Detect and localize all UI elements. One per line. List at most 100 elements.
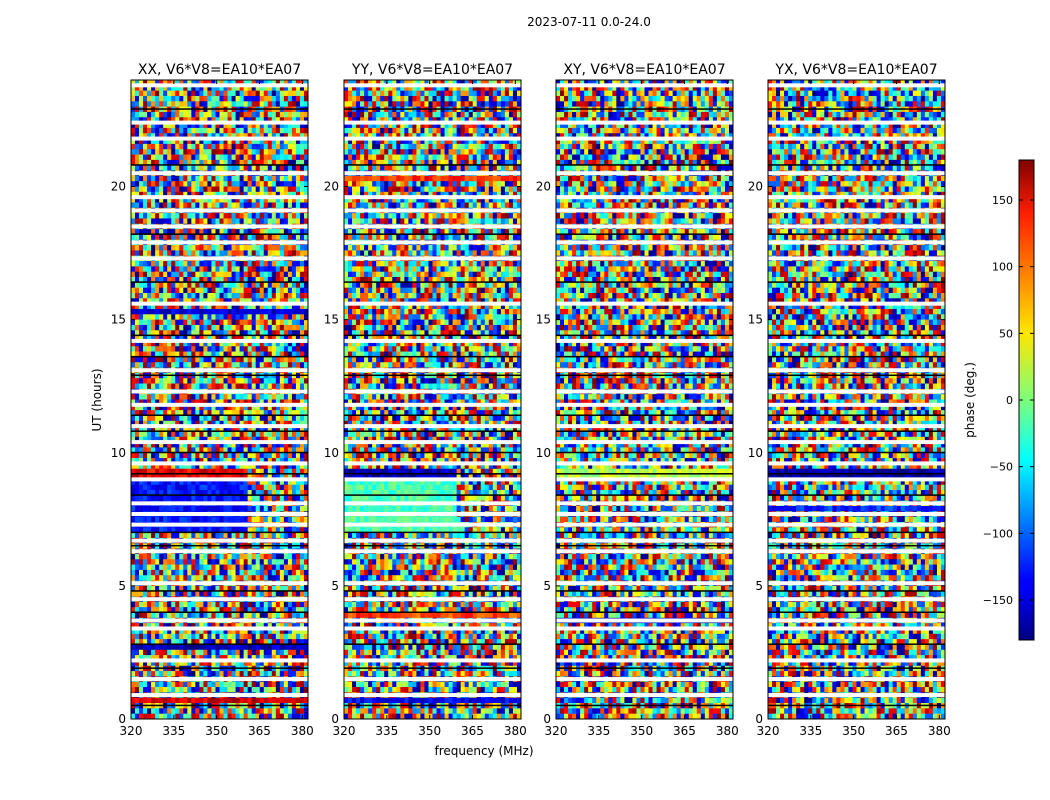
heatmap-cell (299, 649, 305, 656)
heatmap-cell (271, 202, 277, 209)
heatmap-cell (143, 431, 148, 438)
heatmap-cell (195, 287, 200, 294)
heatmap-cell (207, 191, 212, 198)
heatmap-cell (163, 569, 168, 576)
heatmap-cell (295, 191, 301, 198)
heatmap-cell (211, 415, 216, 422)
heatmap-cell (239, 319, 244, 326)
heatmap-cell (291, 569, 297, 576)
heatmap-cell (279, 245, 285, 251)
heatmap-cell (271, 452, 277, 459)
heatmap-cell (259, 575, 265, 581)
heatmap-cell (295, 399, 301, 406)
heatmap-cell (167, 181, 172, 187)
heatmap-cell (231, 607, 236, 613)
heatmap-cell (155, 484, 160, 491)
heatmap-cell (139, 426, 144, 432)
heatmap-cell (275, 644, 281, 651)
heatmap-cell (251, 287, 256, 294)
heatmap-cell (271, 660, 277, 667)
heatmap-cell (203, 282, 208, 288)
heatmap-cell (143, 553, 148, 560)
heatmap-cell (179, 378, 184, 384)
heatmap-cell (171, 601, 176, 608)
heatmap-cell (259, 143, 265, 150)
heatmap-cell (131, 308, 136, 315)
heatmap-cell (251, 143, 256, 150)
heatmap-cell (283, 133, 289, 139)
heatmap-cell (279, 191, 285, 198)
heatmap-cell (267, 117, 273, 123)
heatmap-cell (175, 628, 180, 635)
heatmap-cell (219, 463, 224, 470)
heatmap-cell (187, 362, 192, 368)
heatmap-cell (135, 420, 140, 427)
heatmap-cell (223, 245, 228, 251)
heatmap-cell (191, 452, 196, 459)
heatmap-cell (191, 383, 196, 390)
heatmap-cell (219, 564, 224, 571)
heatmap-cell (259, 452, 265, 459)
heatmap-cell (203, 490, 208, 496)
heatmap-cell (131, 378, 136, 384)
heatmap-cell (255, 314, 261, 320)
heatmap-cell (179, 181, 184, 187)
heatmap-cell (147, 426, 152, 432)
heatmap-cell (251, 436, 256, 443)
heatmap-cell (291, 506, 297, 512)
heatmap-cell (135, 191, 140, 198)
heatmap-cell (175, 559, 180, 565)
heatmap-cell (191, 218, 196, 225)
heatmap-cell (283, 404, 289, 411)
heatmap-cell (159, 569, 164, 576)
heatmap-cell (259, 655, 265, 661)
heatmap-cell (251, 474, 256, 480)
heatmap-cell (143, 101, 148, 107)
heatmap-cell (151, 90, 156, 97)
heatmap-cell (275, 490, 281, 496)
heatmap-cell (267, 452, 273, 459)
heatmap-cell (247, 234, 252, 241)
heatmap-cell (279, 447, 285, 454)
heatmap-cell (147, 191, 152, 198)
heatmap-cell (131, 95, 136, 102)
heatmap-cell (131, 628, 136, 635)
heatmap-cell (251, 362, 256, 368)
heatmap-cell (299, 159, 305, 166)
heatmap-cell (203, 346, 208, 352)
heatmap-cell (143, 527, 148, 533)
heatmap-cell (131, 649, 136, 656)
heatmap-cell (303, 298, 309, 304)
heatmap-cell (135, 660, 140, 667)
heatmap-cell (179, 308, 184, 315)
heatmap-cell (171, 506, 176, 512)
heatmap-cell (283, 308, 289, 315)
heatmap-cell (279, 90, 285, 97)
heatmap-cell (147, 213, 152, 219)
heatmap-cell (195, 143, 200, 150)
heatmap-cell (179, 234, 184, 241)
heatmap-cell (179, 335, 184, 342)
heatmap-cell (243, 410, 248, 416)
heatmap-cell (287, 649, 293, 656)
heatmap-cell (231, 282, 236, 288)
heatmap-cell (219, 452, 224, 459)
heatmap-cell (251, 175, 256, 182)
heatmap-cell (159, 330, 164, 336)
heatmap-cell (223, 420, 228, 427)
heatmap-cell (179, 420, 184, 427)
heatmap-cell (167, 479, 172, 486)
heatmap-cell (223, 553, 228, 560)
heatmap-cell (267, 671, 273, 677)
heatmap-cell (215, 431, 220, 438)
heatmap-cell (295, 628, 301, 635)
heatmap-cell (303, 287, 309, 294)
heatmap-cell (271, 234, 277, 241)
heatmap-cell (171, 330, 176, 336)
heatmap-cell (155, 154, 160, 161)
heatmap-cell (295, 282, 301, 288)
heatmap-cell (263, 623, 269, 629)
heatmap-cell (231, 181, 236, 187)
heatmap-cell (227, 85, 232, 91)
heatmap-cell (139, 356, 144, 363)
